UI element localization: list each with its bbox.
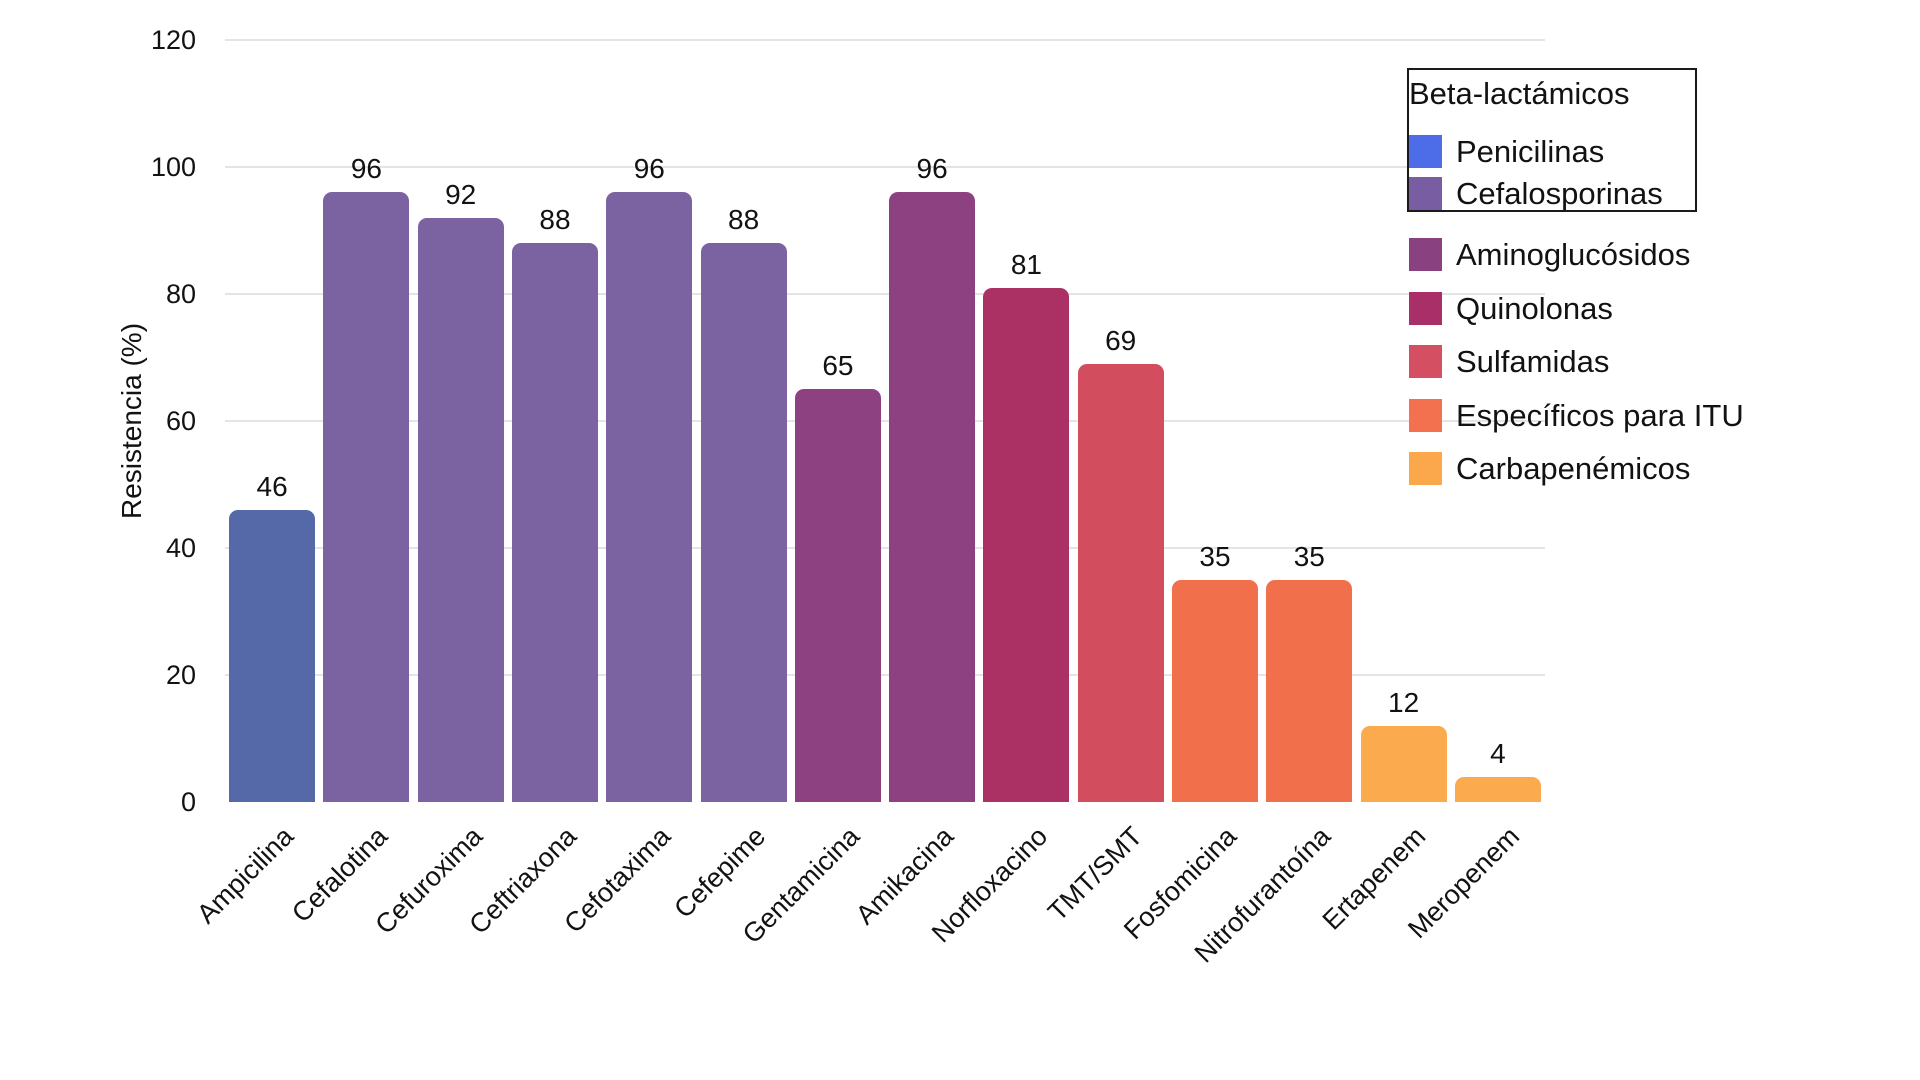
bar-value-label-Cefepime: 88 xyxy=(728,204,760,236)
legend-label-Cefalosporinas: Cefalosporinas xyxy=(1456,176,1663,211)
legend-swatch-Aminoglucósidos xyxy=(1409,238,1442,271)
bar-value-label-Meropenem: 4 xyxy=(1490,737,1506,769)
legend-swatch-Carbapenémicos xyxy=(1409,452,1442,485)
bar-value-label-Ampicilina: 46 xyxy=(256,470,288,502)
bar-Norfloxacino xyxy=(983,287,1070,802)
legend-label-Penicilinas: Penicilinas xyxy=(1456,134,1605,169)
bar-Cefepime xyxy=(700,243,787,802)
bar-Amikacina xyxy=(889,192,976,802)
y-tick-label-120: 120 xyxy=(150,25,196,55)
bar-value-label-Cefuroxima: 92 xyxy=(445,178,477,210)
legend-item-Cefalosporinas: Cefalosporinas xyxy=(1409,177,1663,210)
legend-label-Sulfamidas: Sulfamidas xyxy=(1456,344,1610,379)
bar-value-label-Ertapenem: 12 xyxy=(1388,686,1420,718)
legend-swatch-Penicilinas xyxy=(1409,135,1442,168)
legend-swatch-Sulfamidas xyxy=(1409,345,1442,378)
gridline-y-40 xyxy=(225,547,1545,549)
legend-title: Beta-lactámicos xyxy=(1409,76,1630,111)
legend-item-Penicilinas: Penicilinas xyxy=(1409,135,1604,168)
gridline-y-120 xyxy=(225,39,1545,41)
bar-value-label-Cefalotina: 96 xyxy=(350,153,382,185)
bar-Nitrofurantoína xyxy=(1266,579,1353,802)
legend-item-Sulfamidas: Sulfamidas xyxy=(1409,345,1609,378)
y-tick-label-20: 20 xyxy=(165,660,196,690)
legend-swatch-Específicos para ITU xyxy=(1409,398,1442,432)
legend-label-Específicos para ITU: Específicos para ITU xyxy=(1456,397,1744,433)
legend-group-box xyxy=(1407,68,1697,212)
bar-value-label-Nitrofurantoína: 35 xyxy=(1293,540,1325,572)
legend-item-Quinolonas: Quinolonas xyxy=(1409,290,1613,326)
gridline-y-60 xyxy=(225,420,1545,422)
gridline-y-20 xyxy=(225,674,1545,676)
bar-value-label-Fosfomicina: 35 xyxy=(1199,540,1231,572)
bar-Ceftriaxona xyxy=(512,243,598,802)
gridline-y-100 xyxy=(225,166,1545,168)
plot-area: 46 96 92 88 96 88 65 96 81 69 35 35 12 4 xyxy=(225,39,1545,802)
legend-label-Quinolonas: Quinolonas xyxy=(1456,290,1613,326)
legend-item-Carbapenémicos: Carbapenémicos xyxy=(1409,452,1690,485)
bar-Cefotaxima xyxy=(606,192,693,802)
legend-label-Aminoglucósidos: Aminoglucósidos xyxy=(1456,237,1691,272)
legend-swatch-Quinolonas xyxy=(1409,291,1442,325)
bar-value-label-Ceftriaxona: 88 xyxy=(539,204,571,236)
bar-Cefalotina xyxy=(323,192,410,802)
bar-Ampicilina xyxy=(229,509,316,802)
bar-TMT/SMT xyxy=(1077,363,1164,802)
y-tick-label-60: 60 xyxy=(165,406,196,436)
bar-Fosfomicina xyxy=(1172,579,1258,802)
bar-Meropenem xyxy=(1454,776,1541,802)
y-tick-label-40: 40 xyxy=(165,533,196,563)
bar-Cefuroxima xyxy=(417,217,504,802)
bar-value-label-Gentamicina: 65 xyxy=(822,350,854,382)
legend-item-Específicos para ITU: Específicos para ITU xyxy=(1409,397,1744,433)
bar-value-label-Amikacina: 96 xyxy=(916,153,948,185)
bar-Ertapenem xyxy=(1360,725,1447,802)
bar-value-label-TMT/SMT: 69 xyxy=(1105,324,1137,356)
gridline-y-80 xyxy=(225,293,1545,295)
legend-item-Aminoglucósidos: Aminoglucósidos xyxy=(1409,238,1690,271)
bar-Gentamicina xyxy=(794,389,881,802)
y-tick-label-0: 0 xyxy=(180,787,196,817)
y-tick-label-80: 80 xyxy=(165,279,196,309)
legend-swatch-Cefalosporinas xyxy=(1409,177,1442,210)
bar-value-label-Norfloxacino: 81 xyxy=(1010,248,1042,280)
y-tick-label-100: 100 xyxy=(150,152,196,182)
bar-value-label-Cefotaxima: 96 xyxy=(633,153,665,185)
legend-label-Carbapenémicos: Carbapenémicos xyxy=(1456,451,1691,486)
